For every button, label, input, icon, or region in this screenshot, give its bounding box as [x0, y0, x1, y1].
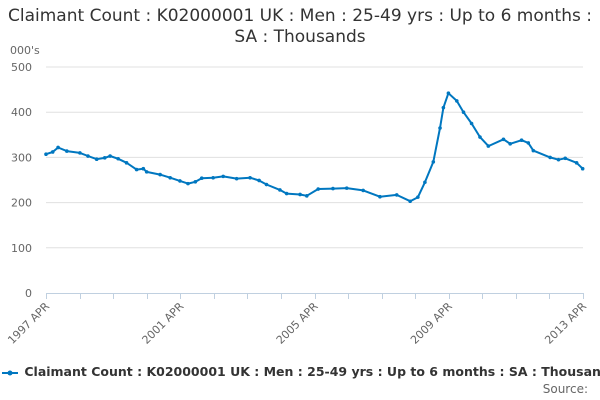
- data-point: [344, 186, 349, 190]
- x-tick-label: 1997 APR: [5, 300, 52, 347]
- data-point: [423, 180, 427, 185]
- data-point: [178, 179, 182, 183]
- data-point: [264, 182, 269, 187]
- x-tick-label: 2005 APR: [274, 300, 321, 347]
- data-point: [278, 188, 282, 192]
- chart-title: Claimant Count : K02000001 UK : Men : 25…: [8, 6, 592, 47]
- data-point: [50, 150, 55, 154]
- data-point: [508, 142, 512, 146]
- data-point: [519, 138, 524, 143]
- y-axis-label: 000's: [10, 44, 40, 57]
- data-point: [548, 155, 552, 160]
- y-tick-label: 0: [25, 287, 32, 300]
- data-point: [248, 175, 252, 180]
- data-point: [141, 166, 146, 171]
- data-point: [94, 157, 99, 162]
- y-tick-label: 200: [11, 197, 32, 210]
- data-point: [394, 193, 399, 197]
- data-point: [108, 154, 112, 158]
- data-point: [556, 157, 561, 162]
- data-point: [116, 156, 120, 161]
- data-point: [563, 156, 568, 161]
- data-point: [316, 187, 320, 191]
- data-point: [158, 172, 162, 177]
- data-point: [446, 91, 451, 96]
- y-tick-label: 400: [11, 106, 32, 119]
- data-point: [199, 176, 204, 180]
- data-point: [580, 166, 585, 171]
- data-point: [78, 151, 82, 155]
- x-tick-label: 2009 APR: [408, 300, 455, 347]
- data-point: [221, 174, 226, 179]
- data-point: [526, 141, 531, 145]
- data-point: [144, 170, 149, 174]
- data-point: [478, 135, 482, 139]
- data-point: [331, 186, 335, 191]
- x-tick-label: 2001 APR: [139, 300, 186, 347]
- legend-item[interactable]: Claimant Count : K02000001 UK : Men : 25…: [2, 364, 600, 379]
- data-point: [441, 105, 446, 110]
- data-point: [211, 175, 215, 180]
- data-point: [102, 156, 107, 160]
- data-point: [438, 126, 442, 130]
- data-point: [486, 144, 491, 148]
- data-point: [134, 167, 139, 172]
- data-point: [461, 110, 466, 114]
- data-point: [44, 152, 48, 157]
- data-point: [531, 148, 536, 153]
- legend-line-icon: [2, 370, 18, 375]
- data-point: [408, 199, 412, 204]
- y-tick-label: 500: [11, 61, 32, 74]
- data-point: [378, 194, 382, 199]
- y-tick-label: 300: [11, 151, 32, 164]
- data-point: [361, 188, 365, 193]
- data-point: [304, 194, 309, 198]
- data-point: [86, 154, 90, 158]
- legend-label: Claimant Count : K02000001 UK : Men : 25…: [24, 364, 600, 379]
- data-point: [416, 195, 420, 199]
- data-point: [124, 161, 129, 165]
- data-point: [168, 175, 172, 180]
- data-point: [234, 176, 239, 181]
- data-point: [186, 181, 190, 186]
- data-point: [56, 145, 60, 150]
- data-point: [431, 160, 436, 164]
- x-tick-label: 2013 APR: [542, 300, 589, 347]
- data-point: [501, 137, 506, 142]
- data-point: [65, 149, 69, 153]
- series-line: [45, 92, 584, 203]
- data-point: [455, 99, 459, 103]
- source-label: Source:: [542, 382, 588, 396]
- data-point: [574, 161, 579, 165]
- y-tick-label: 100: [11, 242, 32, 255]
- data-point: [193, 180, 198, 184]
- data-point: [284, 191, 289, 196]
- data-point: [469, 121, 474, 126]
- data-point: [298, 192, 302, 197]
- data-point: [257, 178, 261, 183]
